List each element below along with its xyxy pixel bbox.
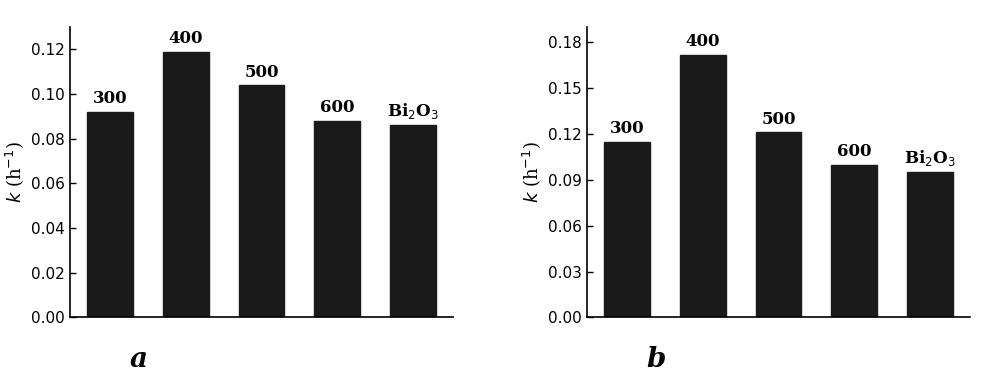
- Text: Bi$_2$O$_3$: Bi$_2$O$_3$: [904, 147, 956, 168]
- Text: 500: 500: [244, 64, 279, 80]
- Text: 600: 600: [837, 143, 871, 160]
- Bar: [390, 125, 436, 317]
- Bar: [163, 51, 209, 317]
- Bar: [680, 55, 726, 317]
- Text: 500: 500: [761, 111, 796, 128]
- Bar: [87, 112, 133, 317]
- Text: 400: 400: [169, 30, 203, 47]
- Y-axis label: $k$ (h$^{-1}$): $k$ (h$^{-1}$): [520, 141, 543, 203]
- Text: 300: 300: [610, 120, 644, 137]
- Bar: [907, 172, 953, 317]
- Text: b: b: [646, 346, 666, 373]
- Bar: [831, 164, 877, 317]
- Text: 400: 400: [686, 33, 720, 50]
- Bar: [756, 132, 801, 317]
- Bar: [604, 142, 650, 317]
- Bar: [239, 85, 284, 317]
- Text: 300: 300: [93, 91, 127, 108]
- Bar: [314, 121, 360, 317]
- Text: a: a: [130, 346, 148, 373]
- Text: Bi$_2$O$_3$: Bi$_2$O$_3$: [387, 101, 439, 121]
- Text: 600: 600: [320, 99, 354, 116]
- Y-axis label: $k$ (h$^{-1}$): $k$ (h$^{-1}$): [3, 141, 26, 203]
